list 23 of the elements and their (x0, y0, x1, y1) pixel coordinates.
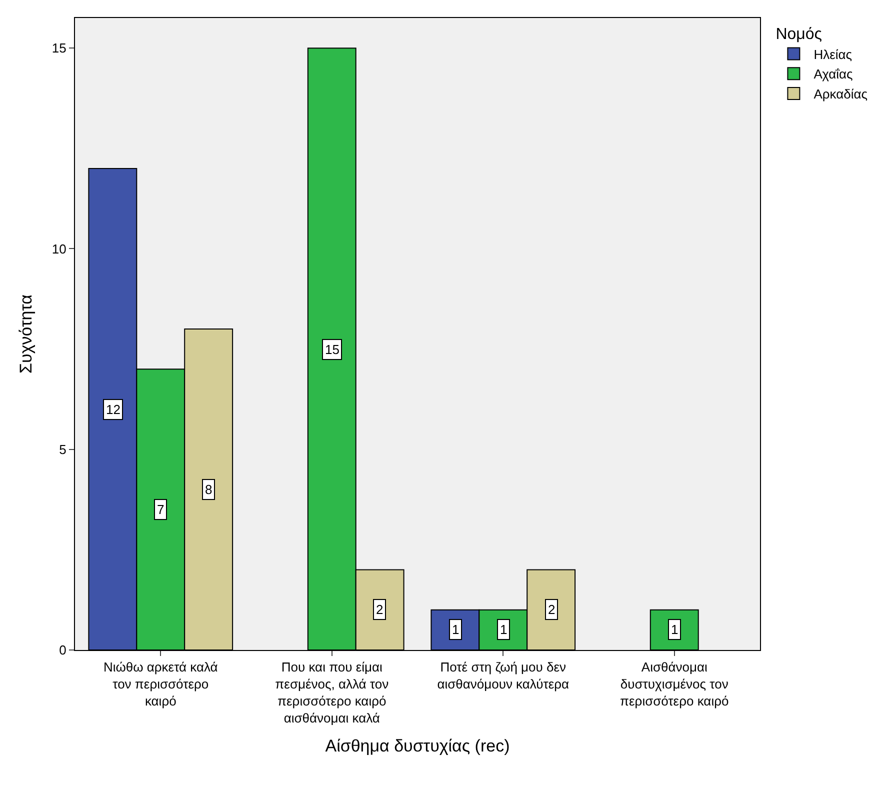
legend-label: Αχαΐας (814, 66, 853, 82)
legend-label: Ηλείας (814, 46, 852, 62)
x-tick-label: Ποτέ στη ζωή μου δεν αισθανόμουν καλύτερα (437, 660, 570, 692)
y-tick-label: 0 (59, 642, 66, 658)
y-axis-title: Συχνότητα (16, 294, 36, 374)
y-tick-label: 5 (59, 442, 66, 457)
legend-label: Αρκαδίας (814, 86, 868, 102)
legend-title: Νομός (776, 26, 822, 43)
data-label: 12 (106, 402, 120, 417)
x-tick-label: Που και που είμαι πεσμένος, αλλά τον περισσότερο καιρό αισθάνομαι καλά (275, 660, 389, 726)
data-label: 7 (157, 502, 164, 517)
x-tick-label: Αισθάνομαι δυστυχισμένος τον περισσότερο καιρό (620, 660, 729, 708)
data-label: 2 (548, 602, 556, 617)
x-axis-title: Αίσθημα δυστυχίας (rec) (325, 736, 510, 756)
data-label: 1 (671, 622, 678, 637)
y-tick-label: 15 (52, 40, 66, 56)
data-label: 1 (500, 622, 508, 637)
y-tick-label: 10 (52, 241, 66, 256)
data-label: 15 (325, 342, 340, 357)
data-label: 8 (205, 482, 212, 497)
data-label: 2 (376, 602, 384, 617)
data-label: 1 (452, 622, 460, 637)
x-tick-label: Νιώθω αρκετά καλά τον περισσότερο καιρό (103, 660, 218, 708)
